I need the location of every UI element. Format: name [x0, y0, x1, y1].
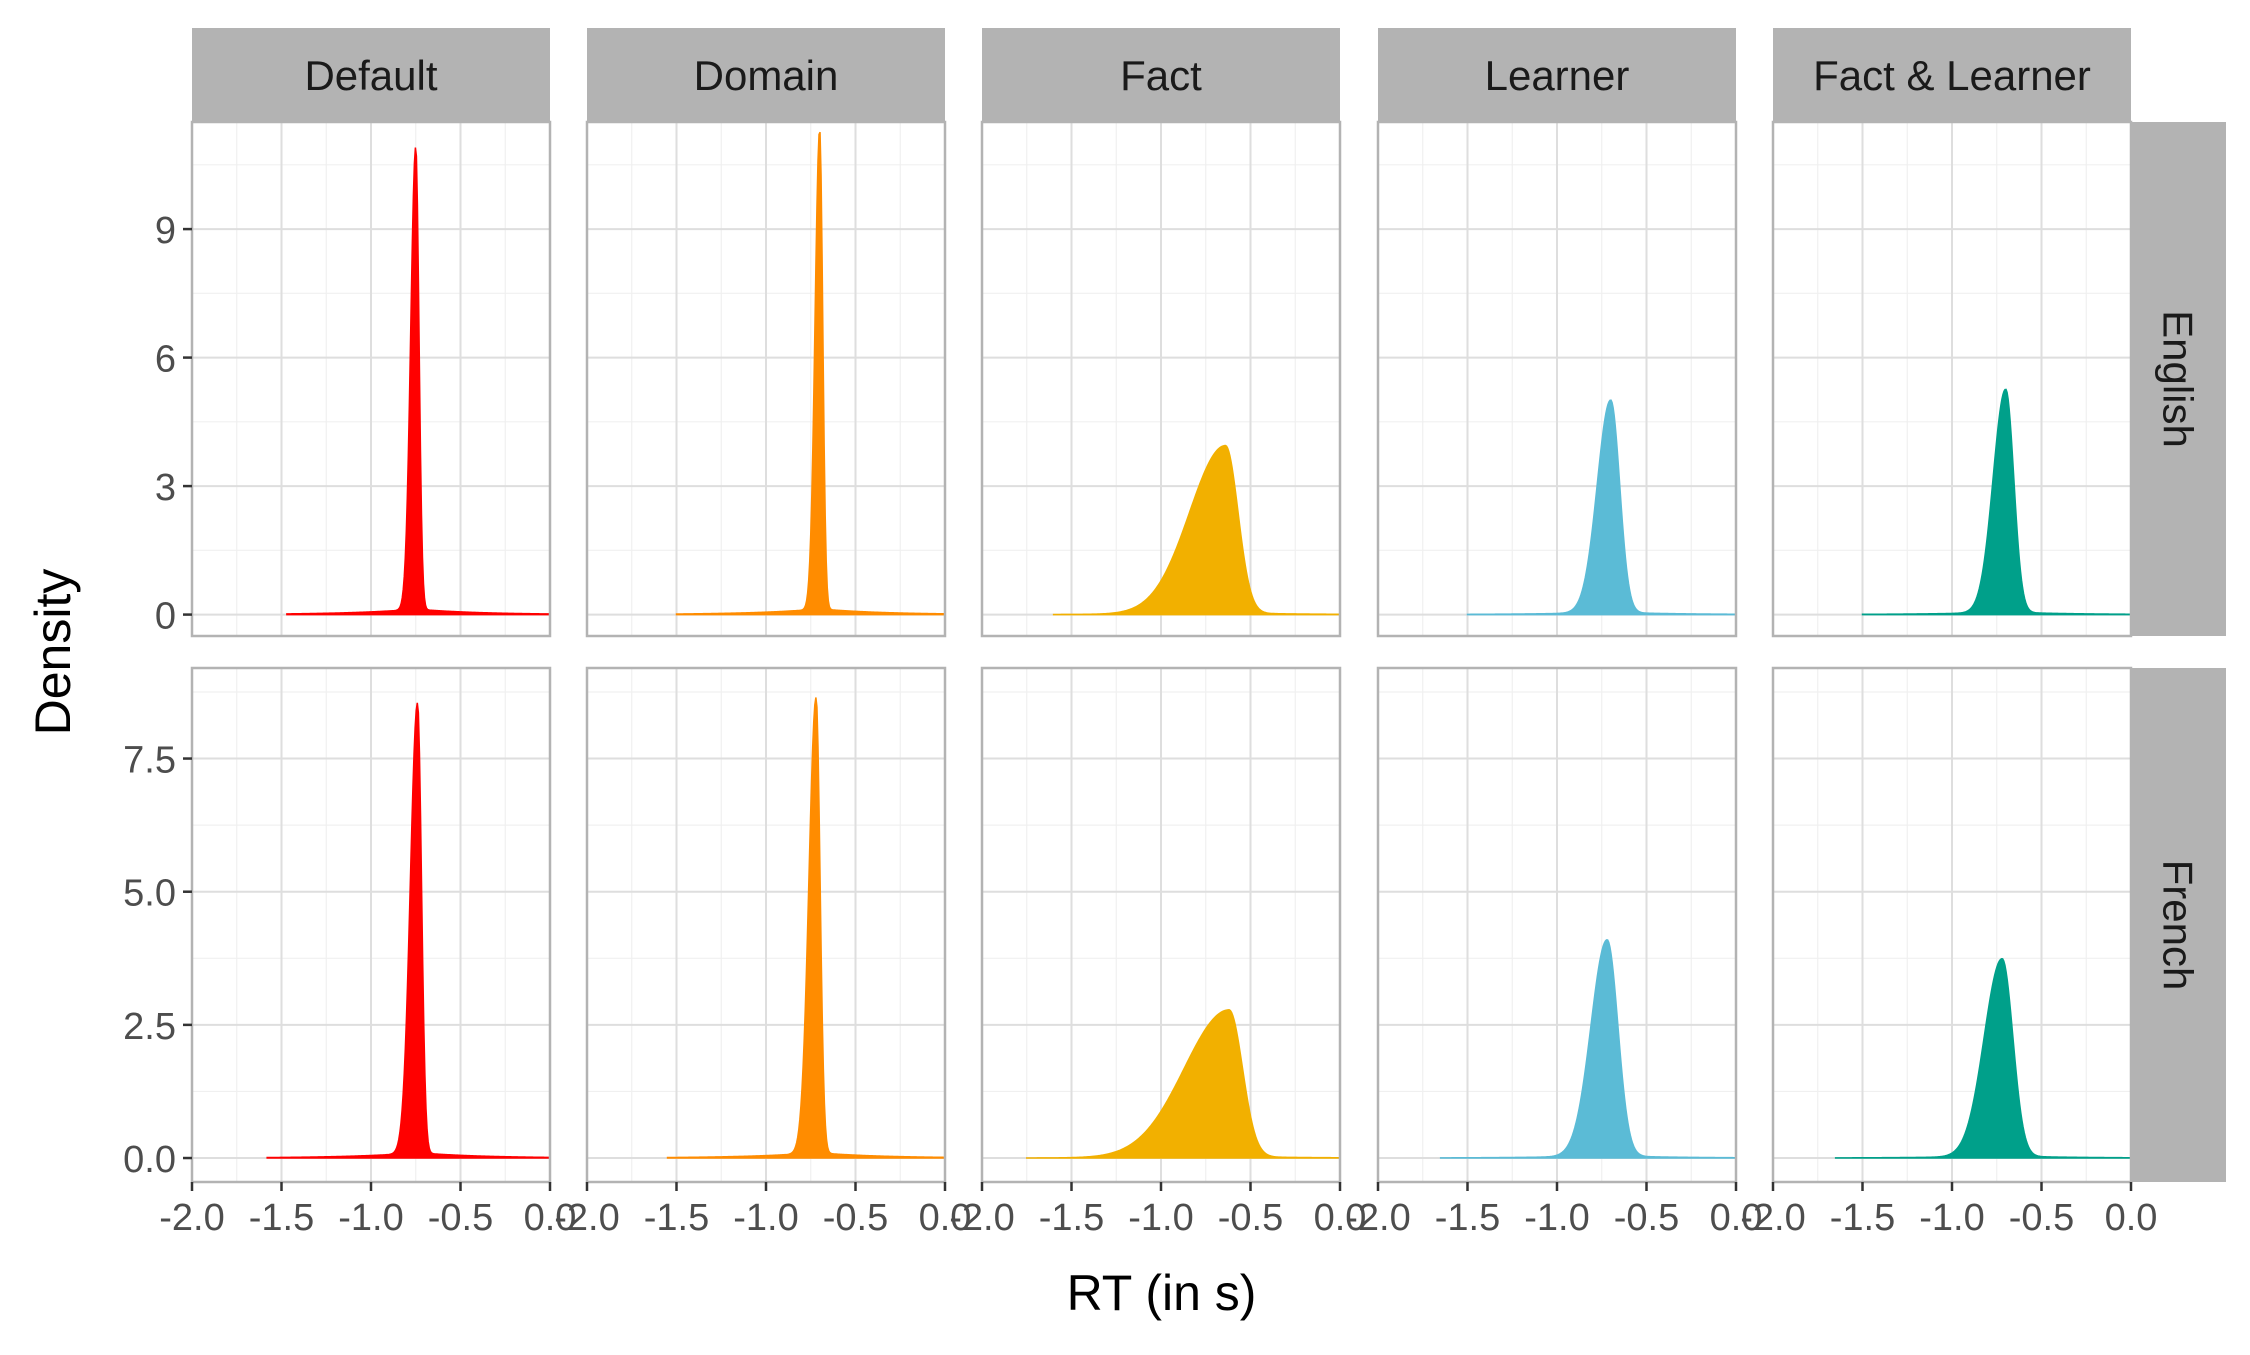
x-tick-label: 0.0: [919, 1197, 972, 1239]
facet-label-english: English: [2155, 310, 2202, 448]
facet-strip-fact: [982, 28, 1340, 122]
y-tick-label: 5.0: [123, 873, 176, 915]
density-english-learner: [1466, 399, 1737, 616]
x-tick-label: -0.5: [1218, 1197, 1283, 1239]
facet-strip-fact-learner: [1773, 28, 2131, 122]
density-french-fact: [1026, 1009, 1341, 1159]
x-tick-label: -1.5: [644, 1197, 709, 1239]
y-tick-label: 0: [155, 596, 176, 638]
x-tick-label: -1.5: [249, 1197, 314, 1239]
y-tick-label: 0.0: [123, 1139, 176, 1181]
x-tick-label: -1.0: [733, 1197, 798, 1239]
x-tick-label: -2.0: [554, 1197, 619, 1239]
x-tick-label: 0.0: [2105, 1197, 2158, 1239]
y-tick-label: 6: [155, 339, 176, 381]
y-tick-label: 3: [155, 467, 176, 509]
facet-label-default: Default: [304, 52, 437, 99]
density-french-default: [266, 702, 551, 1159]
facet-strip-learner: [1378, 28, 1736, 122]
density-english-domain: [675, 131, 946, 616]
x-tick-label: -1.0: [1128, 1197, 1193, 1239]
y-axis-title: Density: [25, 569, 81, 736]
facet-strip-english: [2131, 122, 2226, 636]
facet-strip-default: [192, 28, 550, 122]
density-english-default: [286, 147, 551, 616]
x-tick-label: -2.0: [1345, 1197, 1410, 1239]
x-axis-title: RT (in s): [1067, 1265, 1257, 1321]
facet-label-fact: Fact: [1120, 52, 1202, 99]
density-french-domain: [666, 697, 946, 1159]
x-tick-label: -2.0: [1740, 1197, 1805, 1239]
x-tick-label: 0.0: [1710, 1197, 1763, 1239]
x-tick-label: -2.0: [159, 1197, 224, 1239]
facet-strip-french: [2131, 668, 2226, 1182]
panel-border: [1376, 120, 1738, 638]
density-french-fact-learner: [1834, 957, 2132, 1159]
x-tick-label: -1.5: [1039, 1197, 1104, 1239]
x-tick-label: -0.5: [823, 1197, 888, 1239]
x-tick-label: -1.5: [1830, 1197, 1895, 1239]
x-tick-label: -1.0: [338, 1197, 403, 1239]
x-tick-label: -0.5: [428, 1197, 493, 1239]
density-english-fact-learner: [1861, 388, 2132, 616]
x-tick-label: -0.5: [2009, 1197, 2074, 1239]
x-tick-label: -2.0: [949, 1197, 1014, 1239]
facet-label-french: French: [2155, 860, 2202, 991]
x-tick-label: -1.0: [1919, 1197, 1984, 1239]
x-tick-label: 0.0: [1314, 1197, 1367, 1239]
density-english-fact: [1052, 444, 1341, 616]
panel-border: [1771, 120, 2133, 638]
panel-border: [980, 120, 1342, 638]
panel-border: [190, 120, 552, 638]
y-tick-label: 9: [155, 210, 176, 252]
density-french-learner: [1439, 939, 1737, 1159]
y-tick-label: 2.5: [123, 1006, 176, 1048]
panel-border: [585, 120, 947, 638]
x-tick-label: -1.5: [1435, 1197, 1500, 1239]
y-tick-label: 7.5: [123, 740, 176, 782]
facet-strip-domain: [587, 28, 945, 122]
facet-label-domain: Domain: [694, 52, 839, 99]
facet-label-fact-learner: Fact & Learner: [1813, 52, 2091, 99]
facet-label-learner: Learner: [1485, 52, 1630, 99]
x-tick-label: -1.0: [1524, 1197, 1589, 1239]
x-tick-label: 0.0: [524, 1197, 577, 1239]
x-tick-label: -0.5: [1614, 1197, 1679, 1239]
